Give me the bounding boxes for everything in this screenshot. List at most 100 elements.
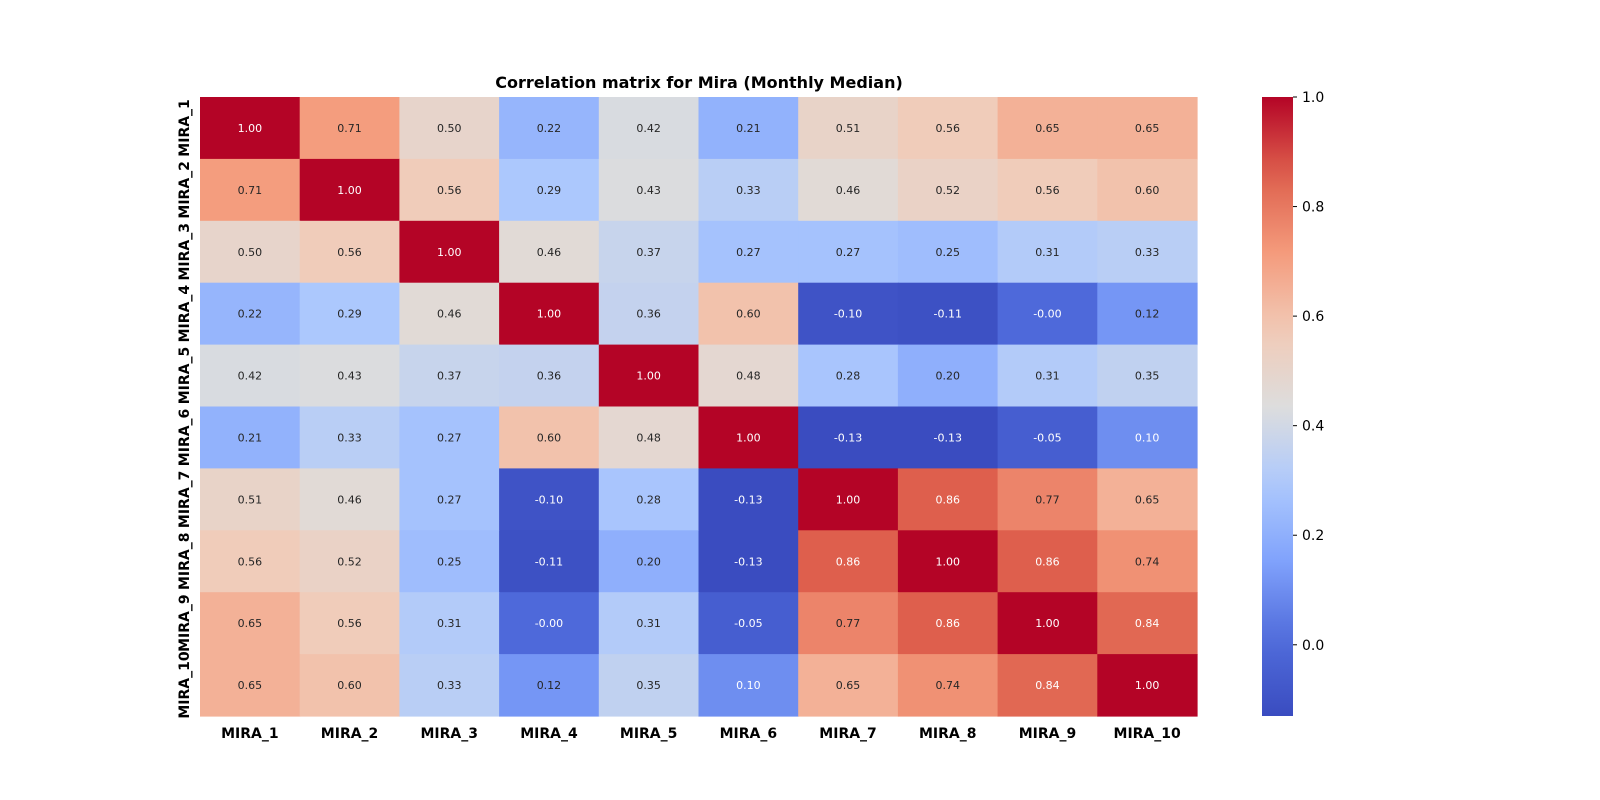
heatmap-cell	[798, 344, 899, 408]
heatmap-cell	[399, 282, 500, 346]
cell-value-label: 0.65	[1135, 493, 1160, 506]
y-tick-label: MIRA_6	[177, 409, 193, 467]
heatmap-cell	[698, 158, 799, 222]
heatmap-cell	[499, 406, 600, 469]
cell-value-label: 0.36	[636, 308, 661, 321]
heatmap-cell	[598, 592, 700, 655]
x-tick-label: MIRA_3	[421, 726, 479, 742]
x-axis-tick-labels: MIRA_1 MIRA_2 MIRA_3 MIRA_4 MIRA_5 MIRA_6 MIRA…	[221, 726, 1181, 742]
cell-value-label: 0.60	[337, 679, 362, 692]
heatmap-cell	[798, 282, 899, 346]
cell-value-label: 0.10	[1135, 431, 1160, 444]
cell-value-label: -0.10	[834, 308, 862, 321]
cell-value-label: 0.71	[238, 184, 263, 197]
colorbar: 0.0 0.2 0.4 0.6 0.8 1.0	[1262, 90, 1324, 716]
heatmap-cell	[399, 158, 500, 222]
cell-value-label: 0.28	[836, 370, 861, 383]
heatmap-cell	[399, 97, 500, 160]
chart-title: Correlation matrix for Mira (Monthly Med…	[495, 73, 903, 92]
cell-value-label: 0.42	[636, 122, 661, 135]
heatmap-cell	[698, 97, 799, 160]
cell-value-label: 0.37	[636, 246, 661, 259]
heatmap-cell	[499, 468, 600, 531]
y-tick-label: MIRA_4	[177, 285, 193, 343]
cell-value-label: 0.33	[1135, 246, 1160, 259]
heatmap-cell	[299, 654, 400, 717]
cell-value-label: 0.86	[836, 555, 861, 568]
heatmap-cell	[299, 220, 400, 284]
cell-value-label: 0.21	[736, 122, 761, 135]
heatmap-cell-labels: 1.00 0.71 0.50 0.22 0.42 0.21 0.51 0.56 0.65 0.65…	[238, 122, 1160, 692]
cell-value-label: 0.65	[836, 679, 861, 692]
cell-value-label: -0.11	[934, 308, 962, 321]
cell-value-label: 0.22	[537, 122, 562, 135]
cell-value-label: 0.31	[437, 617, 462, 630]
cell-value-label: 1.00	[836, 493, 861, 506]
heatmap-cell	[399, 468, 500, 531]
cell-value-label: 1.00	[337, 184, 362, 197]
heatmap-cell	[200, 344, 301, 408]
cell-value-label: 0.27	[736, 246, 761, 259]
cell-value-label: 0.22	[238, 308, 263, 321]
cell-value-label: 1.00	[437, 246, 462, 259]
heatmap-cell	[299, 468, 400, 531]
cell-value-label: 0.10	[736, 679, 761, 692]
cell-value-label: 0.12	[537, 679, 562, 692]
cell-value-label: 0.35	[1135, 370, 1160, 383]
cell-value-label: 0.27	[437, 431, 462, 444]
cell-value-label: 1.00	[238, 122, 263, 135]
heatmap-cell	[598, 97, 700, 160]
heatmap-cell	[997, 158, 1098, 222]
cell-value-label: 0.21	[238, 431, 263, 444]
cell-value-label: 0.56	[936, 122, 961, 135]
cell-value-label: 0.48	[636, 431, 661, 444]
heatmap-cell	[200, 406, 301, 469]
x-tick-label: MIRA_2	[321, 726, 379, 742]
heatmap-cell	[299, 344, 400, 408]
heatmap-cell	[897, 97, 999, 160]
y-axis-tick-labels: MIRA_1 MIRA_2 MIRA_3 MIRA_4 MIRA_5 MIRA_6 MIRA…	[177, 99, 193, 718]
x-tick-label: MIRA_8	[919, 726, 977, 742]
x-tick-label: MIRA_5	[620, 726, 678, 742]
heatmap-cell	[997, 344, 1098, 408]
cell-value-label: 0.52	[936, 184, 961, 197]
cell-value-label: 0.77	[836, 617, 861, 630]
cell-value-label: 0.77	[1035, 493, 1060, 506]
cell-value-label: 0.28	[636, 493, 661, 506]
heatmap-cell	[399, 654, 500, 717]
x-tick-label: MIRA_7	[819, 726, 877, 742]
y-tick-label: MIRA_10	[177, 651, 193, 718]
cell-value-label: 0.42	[238, 370, 263, 383]
cell-value-label: 0.60	[1135, 184, 1160, 197]
cell-value-label: -0.13	[934, 431, 962, 444]
cell-value-label: 0.74	[1135, 555, 1160, 568]
colorbar-tick-label: 1.0	[1302, 90, 1324, 106]
heatmap-cell	[299, 158, 400, 222]
heatmap-cell	[598, 468, 700, 531]
cell-value-label: 0.86	[936, 493, 961, 506]
heatmap-cell	[1097, 654, 1198, 717]
heatmap-cell	[598, 282, 700, 346]
heatmap-cell	[997, 654, 1098, 717]
cell-value-label: -0.13	[834, 431, 862, 444]
heatmap-cell	[897, 592, 999, 655]
cell-value-label: 0.25	[437, 555, 462, 568]
heatmap-cell	[200, 592, 301, 655]
cell-value-label: 0.86	[936, 617, 961, 630]
heatmap-cell	[1097, 344, 1198, 408]
y-tick-label: MIRA_1	[177, 99, 193, 157]
heatmap-cell	[698, 530, 799, 593]
x-tick-label: MIRA_1	[221, 726, 279, 742]
heatmap-cell	[399, 592, 500, 655]
heatmap-cell	[499, 158, 600, 222]
heatmap-cell	[200, 468, 301, 531]
heatmap-cells	[200, 97, 1198, 717]
cell-value-label: 0.46	[537, 246, 562, 259]
cell-value-label: 1.00	[936, 555, 961, 568]
colorbar-tick-label: 0.8	[1302, 200, 1324, 216]
heatmap-cell	[299, 282, 400, 346]
heatmap-cell	[200, 654, 301, 717]
cell-value-label: 0.46	[437, 308, 462, 321]
cell-value-label: 0.56	[437, 184, 462, 197]
heatmap-cell	[299, 97, 400, 160]
